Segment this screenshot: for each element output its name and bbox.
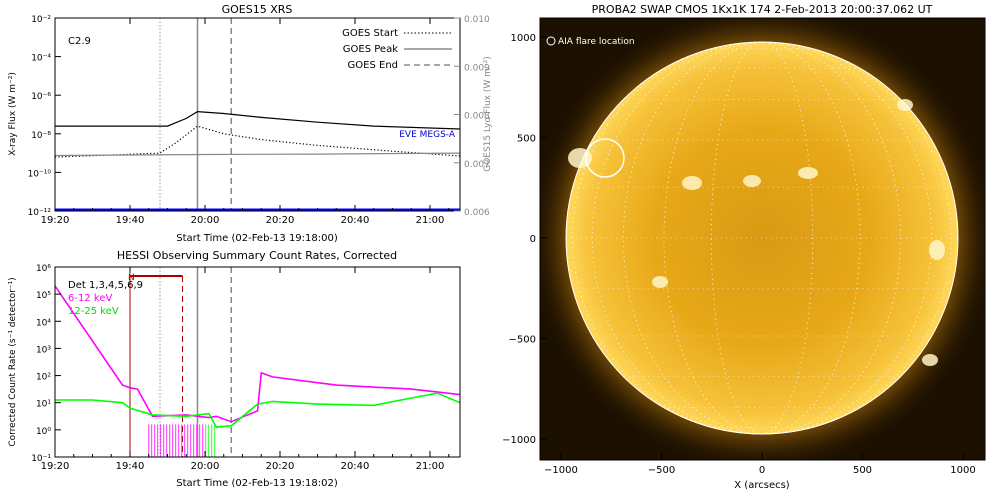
solar-x-axis: −1000 −500 0 500 1000 bbox=[544, 453, 976, 476]
goes-title: GOES15 XRS bbox=[222, 3, 293, 16]
y-tick-label: 10⁻⁴ bbox=[31, 54, 51, 64]
goes-right-axis: 0.006 0.007 0.008 0.009 0.010 bbox=[454, 15, 490, 218]
goes-series-0 bbox=[55, 110, 460, 130]
goes-series-2 bbox=[55, 152, 460, 157]
y-tick-label: 10⁻¹ bbox=[31, 454, 51, 464]
legend-goes-peak-label: GOES Peak bbox=[343, 44, 398, 55]
right-y-tick-label: 0.007 bbox=[464, 160, 490, 170]
goes-y-axis: 10⁻¹² 10⁻¹⁰ 10⁻⁸ 10⁻⁶ 10⁻⁴ 10⁻² bbox=[28, 15, 61, 218]
goes-frame bbox=[54, 17, 461, 212]
hessi-x-label: Start Time (02-Feb-13 19:18:02) bbox=[176, 478, 338, 489]
hessi-legend-low: 6-12 keV bbox=[68, 293, 112, 304]
x-tick-label: 20:20 bbox=[266, 215, 295, 226]
legend-goes-end-label: GOES End bbox=[348, 60, 398, 71]
x-tick-label: 21:00 bbox=[416, 461, 445, 472]
hessi-series-0 bbox=[55, 285, 460, 423]
active-region bbox=[929, 240, 945, 260]
x-tick-label: 20:40 bbox=[341, 215, 370, 226]
solar-limb bbox=[565, 41, 959, 435]
hessi-y-label: Corrected Count Rate (s⁻¹ detector⁻¹) bbox=[8, 277, 18, 446]
goes-annotation-eve: EVE MEGS-A bbox=[399, 130, 456, 140]
active-region bbox=[652, 276, 668, 288]
legend-goes-start-label: GOES Start bbox=[342, 28, 398, 39]
active-region bbox=[798, 167, 818, 179]
hessi-x-axis: 19:20 19:40 20:00 20:20 20:40 21:00 bbox=[41, 267, 450, 472]
y-tick-label: 10⁴ bbox=[36, 318, 51, 328]
right-y-tick-label: 0.009 bbox=[464, 63, 490, 73]
goes-x-axis: 19:20 19:40 20:00 20:20 20:40 21:00 bbox=[41, 18, 450, 226]
y-tick-label: 10⁰ bbox=[36, 427, 51, 437]
right-y-tick-label: 0.010 bbox=[464, 15, 490, 25]
hessi-panel: HESSI Observing Summary Count Rates, Cor… bbox=[8, 249, 461, 489]
hessi-legend: Det 1,3,4,5,6,9 6-12 keV 12-25 keV bbox=[68, 280, 143, 317]
goes-right-y-label: GOES15 Lyα Flux (W m⁻²) bbox=[483, 56, 493, 172]
plot-clip-group bbox=[55, 18, 460, 211]
aia-flare-location-marker bbox=[585, 138, 625, 178]
longitude-line bbox=[663, 41, 861, 435]
hessi-night-label: N bbox=[128, 273, 135, 283]
solar-y-tick-label: 500 bbox=[517, 133, 536, 144]
y-tick-label: 10² bbox=[36, 373, 51, 383]
x-tick-label: 19:40 bbox=[116, 461, 145, 472]
goes-flare-class: C2.9 bbox=[68, 36, 91, 47]
goes-plot-area bbox=[55, 18, 460, 211]
goes-series-1 bbox=[55, 125, 460, 158]
plot-clip-group bbox=[55, 267, 460, 457]
solar-x-tick-label: 0 bbox=[759, 465, 765, 476]
hessi-legend-header: Det 1,3,4,5,6,9 bbox=[68, 280, 143, 291]
y-tick-label: 10⁵ bbox=[36, 291, 51, 301]
solar-panel: PROBA2 SWAP CMOS 1Kx1K 174 2-Feb-2013 20… bbox=[502, 3, 986, 491]
y-tick-label: 10¹ bbox=[36, 400, 51, 410]
y-tick-label: 10⁻⁶ bbox=[31, 92, 51, 102]
goes-y-label: X-ray Flux (W m⁻²) bbox=[8, 72, 18, 156]
x-tick-label: 21:00 bbox=[416, 215, 445, 226]
right-y-tick-label: 0.006 bbox=[464, 208, 490, 218]
hessi-frame bbox=[54, 266, 461, 458]
active-region bbox=[743, 175, 761, 187]
x-tick-label: 19:40 bbox=[116, 215, 145, 226]
legend-marker-icon bbox=[546, 36, 556, 46]
y-tick-label: 10³ bbox=[36, 345, 51, 355]
x-tick-label: 20:40 bbox=[341, 461, 370, 472]
goes-panel: GOES15 XRS 19:20 19:40 20:00 20:20 20:40 21:0… bbox=[8, 3, 493, 244]
x-tick-label: 19:20 bbox=[41, 215, 70, 226]
solar-x-tick-label: −1000 bbox=[544, 465, 578, 476]
y-tick-label: 10⁶ bbox=[36, 264, 51, 274]
goes-legend: GOES Start GOES Peak GOES End bbox=[342, 28, 452, 71]
hessi-title: HESSI Observing Summary Count Rates, Cor… bbox=[117, 249, 397, 262]
solar-y-tick-label: 1000 bbox=[511, 33, 536, 44]
x-tick-label: 19:20 bbox=[41, 461, 70, 472]
solar-x-tick-label: 1000 bbox=[950, 465, 975, 476]
hessi-y-axis: 10⁻¹ 10⁰ 10¹ 10² 10³ 10⁴ 10⁵ 10⁶ bbox=[31, 264, 61, 464]
active-region bbox=[682, 176, 702, 190]
x-tick-label: 20:20 bbox=[266, 461, 295, 472]
x-tick-label: 20:00 bbox=[191, 215, 220, 226]
hessi-legend-high: 12-25 keV bbox=[68, 306, 119, 317]
solar-y-tick-label: −1000 bbox=[502, 435, 536, 446]
solar-x-label: X (arcsecs) bbox=[734, 480, 790, 491]
solar-x-tick-label: 500 bbox=[853, 465, 872, 476]
y-tick-label: 10⁻¹² bbox=[28, 208, 52, 218]
x-tick-label: 20:00 bbox=[191, 461, 220, 472]
y-tick-label: 10⁻⁸ bbox=[31, 131, 51, 141]
active-region bbox=[922, 354, 938, 366]
right-y-tick-label: 0.008 bbox=[464, 112, 490, 122]
solar-title: PROBA2 SWAP CMOS 1Kx1K 174 2-Feb-2013 20… bbox=[592, 3, 933, 16]
solar-y-tick-label: −500 bbox=[509, 335, 536, 346]
hessi-series-1 bbox=[55, 392, 460, 428]
solar-image: AIA flare location bbox=[540, 18, 985, 460]
solar-x-tick-label: −500 bbox=[648, 465, 675, 476]
solar-y-axis: −1000 −500 0 500 1000 bbox=[502, 33, 547, 446]
hessi-plot-area bbox=[55, 267, 460, 457]
y-tick-label: 10⁻² bbox=[31, 15, 51, 25]
solar-y-tick-label: 0 bbox=[530, 234, 536, 245]
solar-legend-label: AIA flare location bbox=[558, 37, 635, 47]
goes-x-label: Start Time (02-Feb-13 19:18:00) bbox=[176, 233, 338, 244]
longitude-line bbox=[572, 41, 952, 435]
longitude-line bbox=[591, 41, 933, 435]
y-tick-label: 10⁻¹⁰ bbox=[28, 169, 52, 179]
